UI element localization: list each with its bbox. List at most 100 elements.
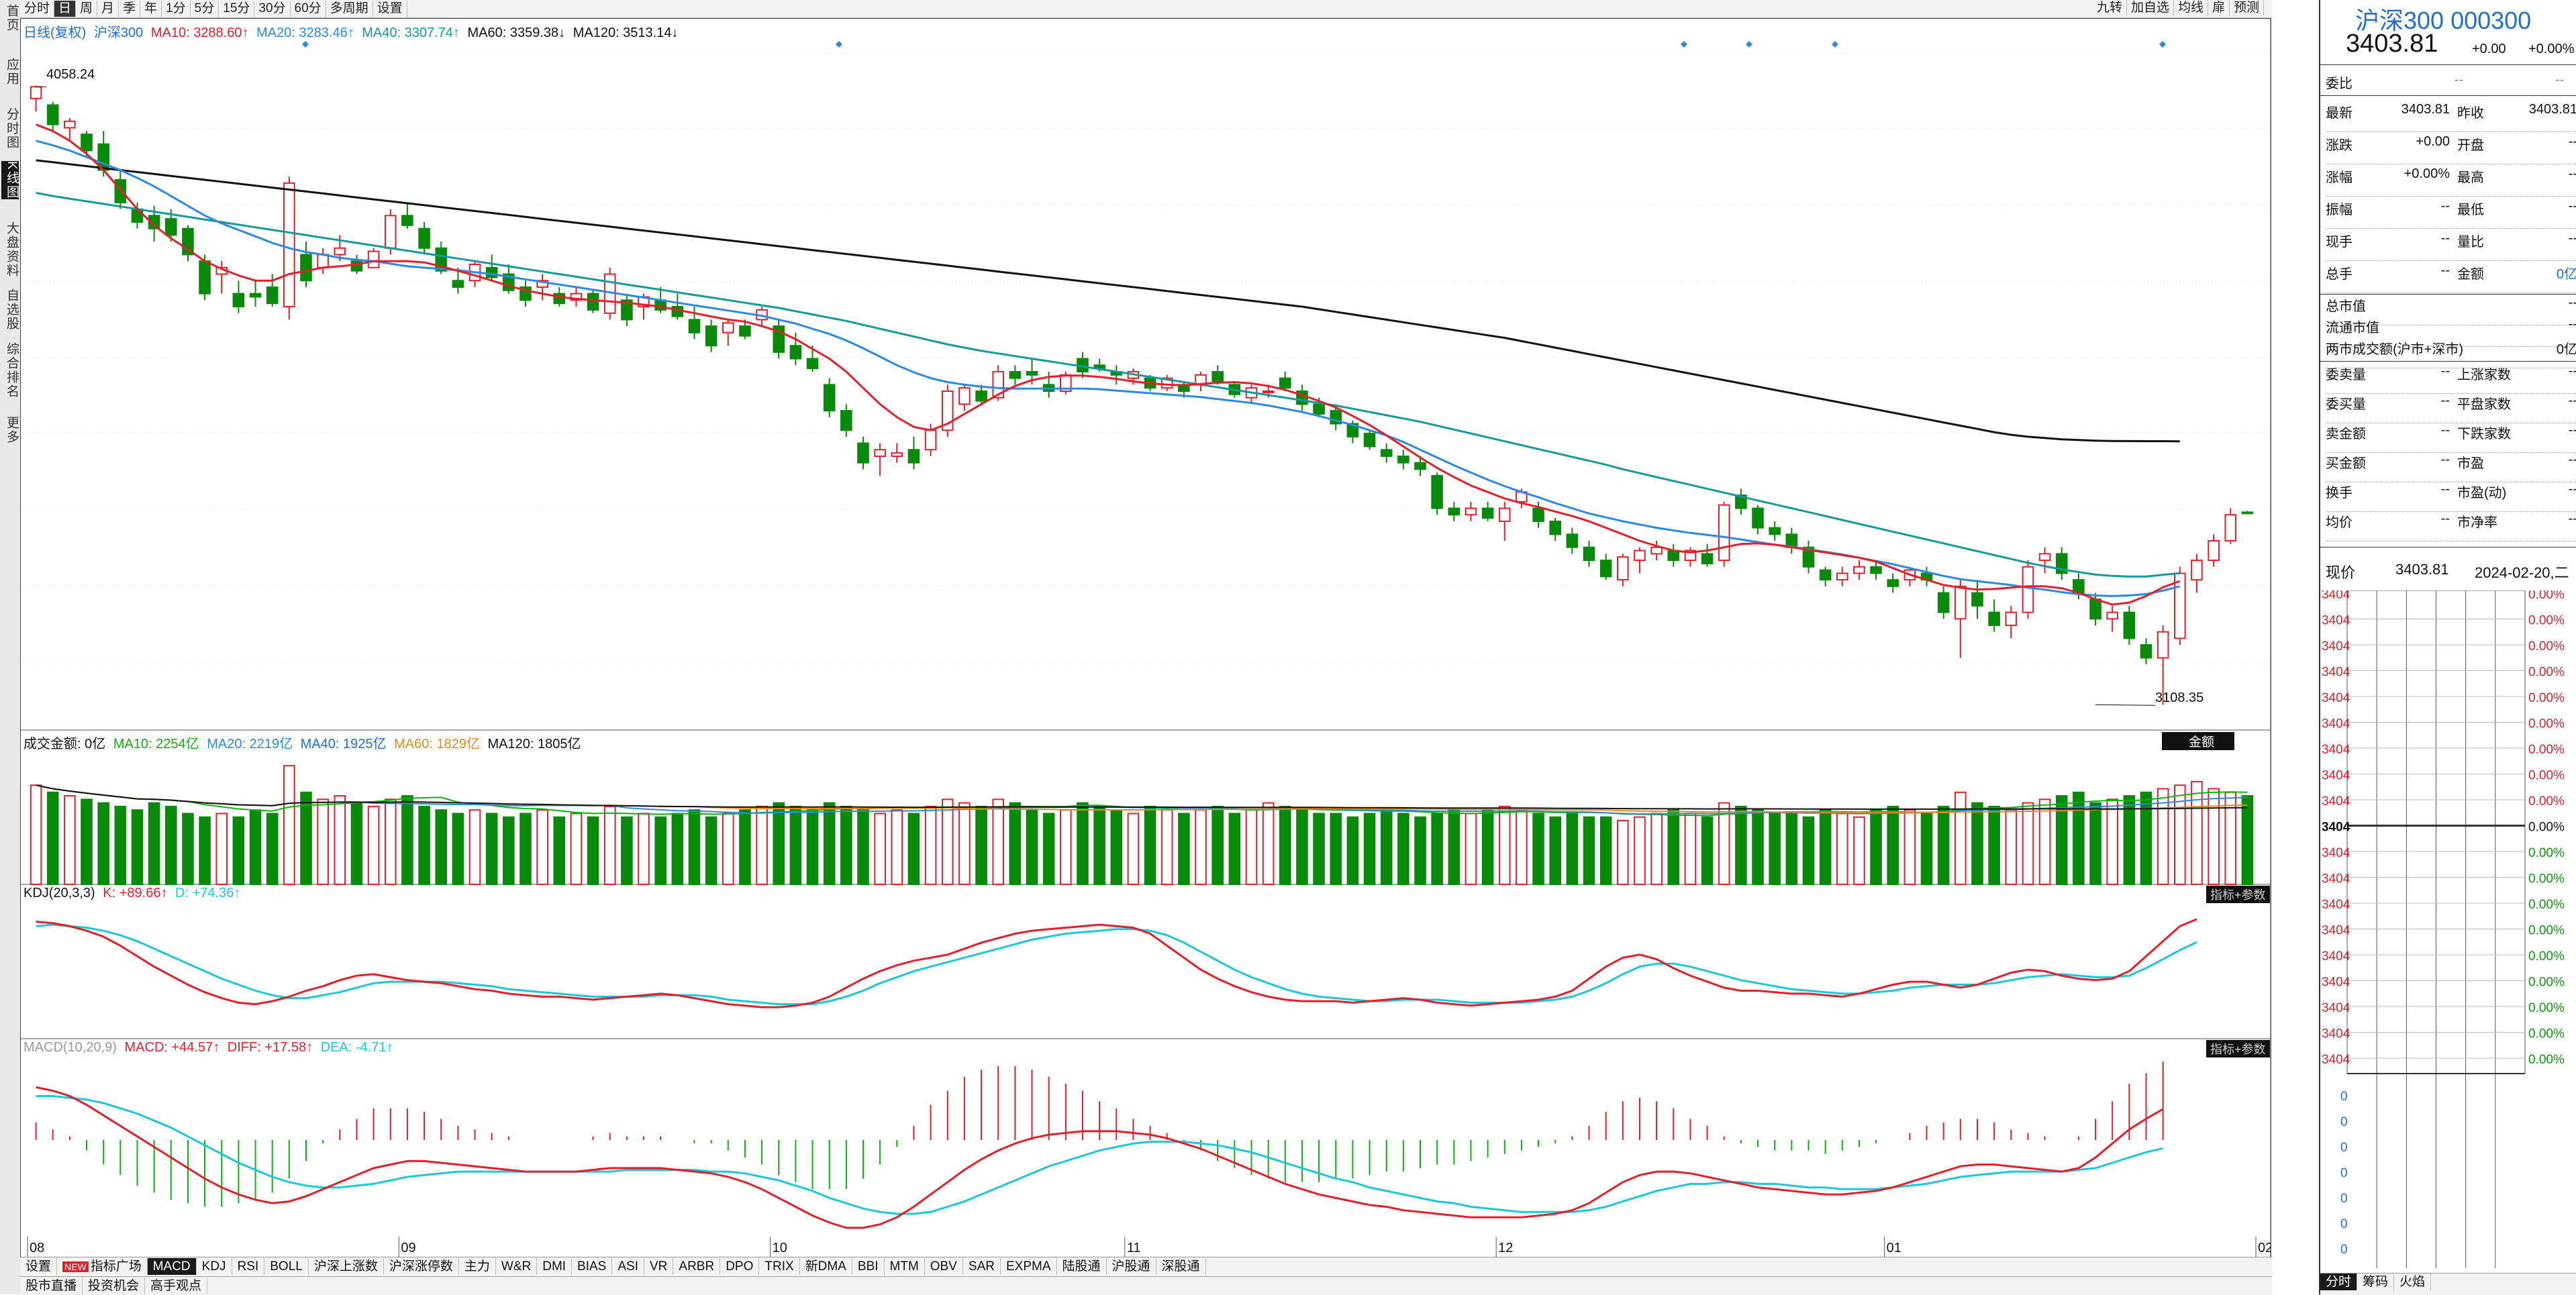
volume-bar bbox=[2157, 788, 2169, 885]
left-nav-item-1[interactable]: 应用 bbox=[5, 58, 19, 86]
period-button-2[interactable]: 周 bbox=[76, 1, 98, 17]
period-button-12[interactable]: 设置 bbox=[373, 1, 407, 17]
date-tick-4: 12 bbox=[1498, 1241, 1513, 1255]
volume-bar bbox=[1481, 809, 1494, 885]
candle bbox=[2123, 605, 2136, 645]
candle bbox=[2106, 605, 2119, 632]
left-nav-item-3[interactable]: K线图 bbox=[1, 161, 19, 199]
indicator-tab-6[interactable]: 沪深上涨数 bbox=[309, 1258, 384, 1275]
mini-left-tick-0: 3404 bbox=[2322, 590, 2350, 602]
quote-row-label: 委卖量 bbox=[2326, 368, 2366, 382]
left-nav-item-4[interactable]: 大盘资料 bbox=[5, 221, 19, 278]
left-nav-item-2[interactable]: 分时图 bbox=[5, 107, 19, 150]
indicator-tab-7[interactable]: 沪深涨停数 bbox=[384, 1258, 459, 1275]
info-tab-1[interactable]: 投资机会 bbox=[83, 1278, 146, 1294]
indicator-tab-1[interactable]: NEW 指标广场 bbox=[57, 1258, 148, 1275]
period-button-0[interactable]: 分时 bbox=[20, 1, 55, 17]
toolbar-right-button-4[interactable]: 预测 bbox=[2230, 0, 2265, 16]
indicator-tab-4[interactable]: RSI bbox=[232, 1258, 265, 1275]
toolbar-right-button-0[interactable]: 九转 bbox=[2093, 0, 2128, 16]
indicator-tab-16[interactable]: TRIX bbox=[759, 1258, 800, 1275]
indicator-tab-2[interactable]: MACD bbox=[147, 1258, 197, 1275]
candle-body bbox=[148, 215, 160, 229]
indicator-tab-3[interactable]: KDJ bbox=[197, 1258, 232, 1275]
volume-bar bbox=[975, 805, 987, 886]
macd-tag[interactable]: 指标+参数 bbox=[2206, 1040, 2270, 1057]
candle bbox=[1853, 560, 1865, 580]
mini-timeshare-chart[interactable]: 3404 0.00% 3404 0.00% 3404 0.00% 3404 0.00% 3404… bbox=[2320, 590, 2576, 1268]
indicator-tab-8[interactable]: 主力 bbox=[459, 1258, 496, 1275]
candle-body bbox=[317, 254, 329, 268]
kdj-tag[interactable]: 指标+参数 bbox=[2206, 886, 2270, 903]
indicator-tab-21[interactable]: SAR bbox=[963, 1258, 1001, 1275]
indicator-tab-20[interactable]: OBV bbox=[925, 1258, 963, 1275]
panel-tab-2[interactable]: 火焰 bbox=[2394, 1274, 2432, 1290]
panel-tab-0[interactable]: 分时 bbox=[2320, 1274, 2358, 1290]
quote-row-value: -- bbox=[2440, 393, 2450, 408]
volume-bar bbox=[2038, 798, 2051, 886]
mini-left-tick-15: 3404 bbox=[2322, 976, 2350, 990]
volume-legend-ma120: MA120: 1805亿 bbox=[487, 737, 581, 752]
volume-legend-ma40: MA40: 1925亿 bbox=[300, 737, 387, 752]
mini-left-tick-2: 3404 bbox=[2322, 639, 2350, 654]
candle-body bbox=[705, 325, 717, 347]
indicator-tab-9[interactable]: W&R bbox=[496, 1258, 538, 1275]
indicator-tab-17[interactable]: 新DMA bbox=[800, 1258, 852, 1275]
indicator-tab-0[interactable]: 设置 bbox=[20, 1258, 58, 1275]
left-nav-item-5[interactable]: 自选股 bbox=[5, 289, 19, 331]
period-button-8[interactable]: 15分 bbox=[219, 1, 255, 17]
period-button-11[interactable]: 多周期 bbox=[326, 1, 373, 17]
left-nav-item-7[interactable]: 更多 bbox=[5, 416, 19, 444]
indicator-tab-18[interactable]: BBI bbox=[852, 1258, 885, 1275]
left-nav-item-6[interactable]: 综合排名 bbox=[5, 342, 19, 399]
indicator-tab-11[interactable]: BIAS bbox=[572, 1258, 613, 1275]
candle bbox=[2208, 534, 2220, 567]
legend-ma60: MA60: 3359.38↓ bbox=[467, 25, 566, 40]
indicator-tab-19[interactable]: MTM bbox=[885, 1258, 925, 1275]
indicator-tab-13[interactable]: VR bbox=[644, 1258, 674, 1275]
candle-body bbox=[553, 293, 566, 305]
candle-body bbox=[2208, 539, 2220, 562]
period-button-3[interactable]: 月 bbox=[97, 1, 119, 17]
candle-body bbox=[1937, 592, 1950, 613]
period-button-6[interactable]: 1分 bbox=[162, 1, 191, 17]
kline-chart-area[interactable]: 411139943877375936423526340932913174 08 09… bbox=[20, 18, 2271, 1257]
indicator-tab-14[interactable]: ARBR bbox=[673, 1258, 721, 1275]
indicator-tab-5[interactable]: BOLL bbox=[264, 1258, 309, 1275]
candle-body bbox=[789, 345, 802, 360]
period-button-5[interactable]: 年 bbox=[140, 1, 162, 17]
indicator-tab-12[interactable]: ASI bbox=[612, 1258, 644, 1275]
volume-bar bbox=[1549, 816, 1562, 885]
toolbar-right-button-3[interactable]: 扉 bbox=[2208, 0, 2230, 16]
left-nav-item-0[interactable]: 首页 bbox=[5, 4, 19, 32]
indicator-tab-23[interactable]: 陆股通 bbox=[1057, 1258, 1107, 1275]
indicator-tab-15[interactable]: DPO bbox=[720, 1258, 760, 1275]
info-tab-2[interactable]: 高手观点 bbox=[145, 1278, 208, 1294]
toolbar-right-button-1[interactable]: 加自选 bbox=[2127, 0, 2175, 16]
quote-row-label: 两市成交额(沪市+深市) bbox=[2326, 342, 2463, 357]
panel-tab-1[interactable]: 筹码 bbox=[2357, 1274, 2395, 1290]
period-button-1[interactable]: 日 bbox=[54, 1, 77, 17]
ma40-line bbox=[36, 191, 2180, 578]
info-tab-0[interactable]: 股市直播 bbox=[20, 1278, 83, 1294]
mini-vol-tick-1: 0 bbox=[2340, 1115, 2348, 1129]
mini-right-tick-4: 0.00% bbox=[2528, 691, 2565, 705]
volume-bar bbox=[756, 805, 768, 886]
indicator-tab-25[interactable]: 深股通 bbox=[1156, 1258, 1206, 1275]
volume-bar bbox=[789, 805, 802, 886]
volume-bar bbox=[638, 813, 650, 886]
quote-row-value: -- bbox=[2568, 295, 2576, 310]
indicator-tab-22[interactable]: EXPMA bbox=[1001, 1258, 1057, 1275]
indicator-tab-10[interactable]: DMI bbox=[537, 1258, 573, 1275]
toolbar-right-button-2[interactable]: 均线 bbox=[2174, 0, 2209, 16]
volume-bar bbox=[232, 816, 245, 885]
candle bbox=[2174, 566, 2186, 645]
volume-tag[interactable]: 金额 bbox=[2162, 732, 2235, 750]
period-button-4[interactable]: 季 bbox=[119, 1, 141, 17]
period-button-9[interactable]: 30分 bbox=[254, 1, 291, 17]
period-button-7[interactable]: 5分 bbox=[191, 1, 219, 17]
volume-bar bbox=[621, 816, 633, 885]
indicator-tab-24[interactable]: 沪股通 bbox=[1107, 1258, 1156, 1275]
period-button-10[interactable]: 60分 bbox=[291, 1, 326, 17]
kline-chart-svg[interactable]: 411139943877375936423526340932913174 08 09… bbox=[21, 19, 2271, 1257]
